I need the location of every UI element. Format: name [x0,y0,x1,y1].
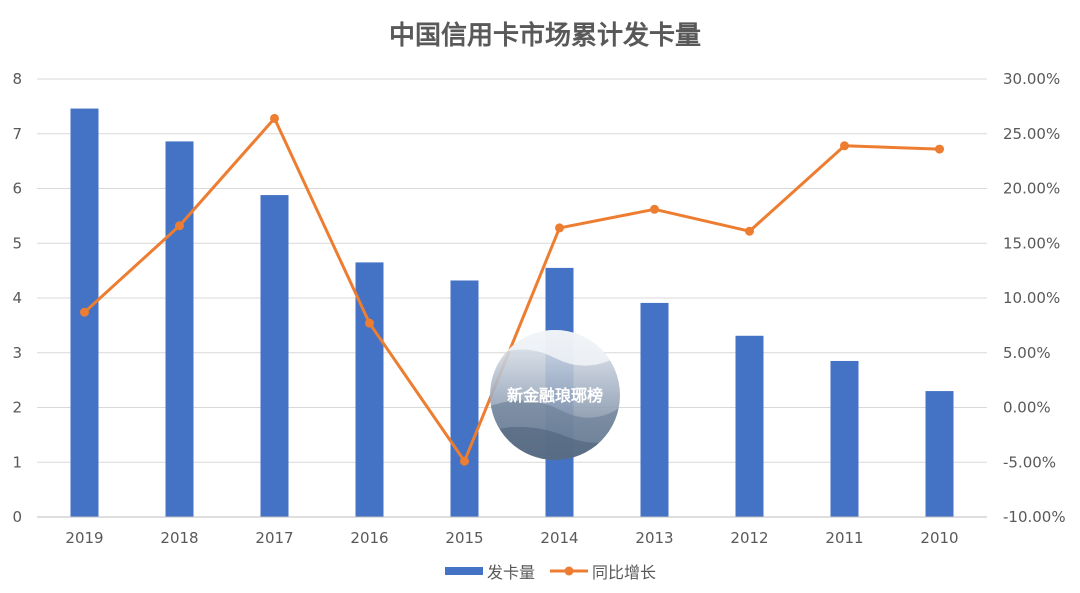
right-tick-label: -10.00% [1003,508,1066,526]
left-tick-label: 3 [12,344,22,362]
watermark-logo: 新金融琅琊榜 [490,330,620,460]
right-tick-label: 5.00% [1003,344,1051,362]
left-tick-label: 0 [12,508,22,526]
x-tick-label: 2011 [825,529,863,547]
bar [925,391,954,517]
x-tick-label: 2019 [65,529,103,547]
legend-label-line: 同比增长 [592,563,656,582]
left-y-axis: 0 1 2 3 4 5 6 7 8 [12,70,22,526]
x-tick-label: 2015 [445,529,483,547]
bar [640,302,669,517]
x-tick-label: 2018 [160,529,198,547]
x-tick-label: 2017 [255,529,293,547]
x-axis: 2019 2018 2017 2016 2015 2014 2013 2012 2011 2010 [37,516,987,547]
left-tick-label: 2 [12,399,22,417]
bar [450,280,479,517]
right-tick-label: 10.00% [1003,289,1060,307]
line-point [365,318,374,328]
right-tick-label: 15.00% [1003,234,1060,252]
growth-line [83,116,940,463]
line-series [80,113,944,466]
x-tick-label: 2014 [540,529,578,547]
right-tick-label: 25.00% [1003,125,1060,143]
line-point [460,456,469,466]
right-tick-label: 0.00% [1003,399,1051,417]
bar [165,141,194,518]
x-tick-label: 2012 [730,529,768,547]
left-tick-label: 4 [12,289,22,307]
x-tick-label: 2013 [635,529,673,547]
bar-series [70,108,954,518]
chart-title: 中国信用卡市场累计发卡量 [389,20,701,51]
line-point [935,144,944,154]
right-y-axis: -10.00% -5.00% 0.00% 5.00% 10.00% 15.00% 20.00… [1003,70,1066,526]
right-tick-label: 30.00% [1003,70,1060,88]
line-point [840,141,849,151]
x-tick-label: 2010 [920,529,958,547]
legend-swatch-bar [445,567,483,575]
bar [260,195,289,517]
left-tick-label: 6 [12,180,22,198]
left-tick-label: 5 [12,234,22,252]
legend-label-bar: 发卡量 [487,563,535,582]
left-tick-label: 7 [12,125,22,143]
bar [735,335,764,517]
legend-marker-line [564,566,574,576]
bar [830,360,859,517]
right-tick-label: -5.00% [1003,453,1056,471]
line-point [555,223,564,233]
line-point [270,113,279,123]
line-point [745,226,754,236]
x-tick-label: 2016 [350,529,388,547]
right-tick-label: 20.00% [1003,180,1060,198]
line-point [80,307,89,317]
legend: 发卡量 同比增长 [445,563,656,582]
left-tick-label: 1 [12,453,22,471]
line-point [650,204,659,214]
left-tick-label: 8 [12,70,22,88]
line-point [175,221,184,231]
watermark-text: 新金融琅琊榜 [507,386,603,405]
